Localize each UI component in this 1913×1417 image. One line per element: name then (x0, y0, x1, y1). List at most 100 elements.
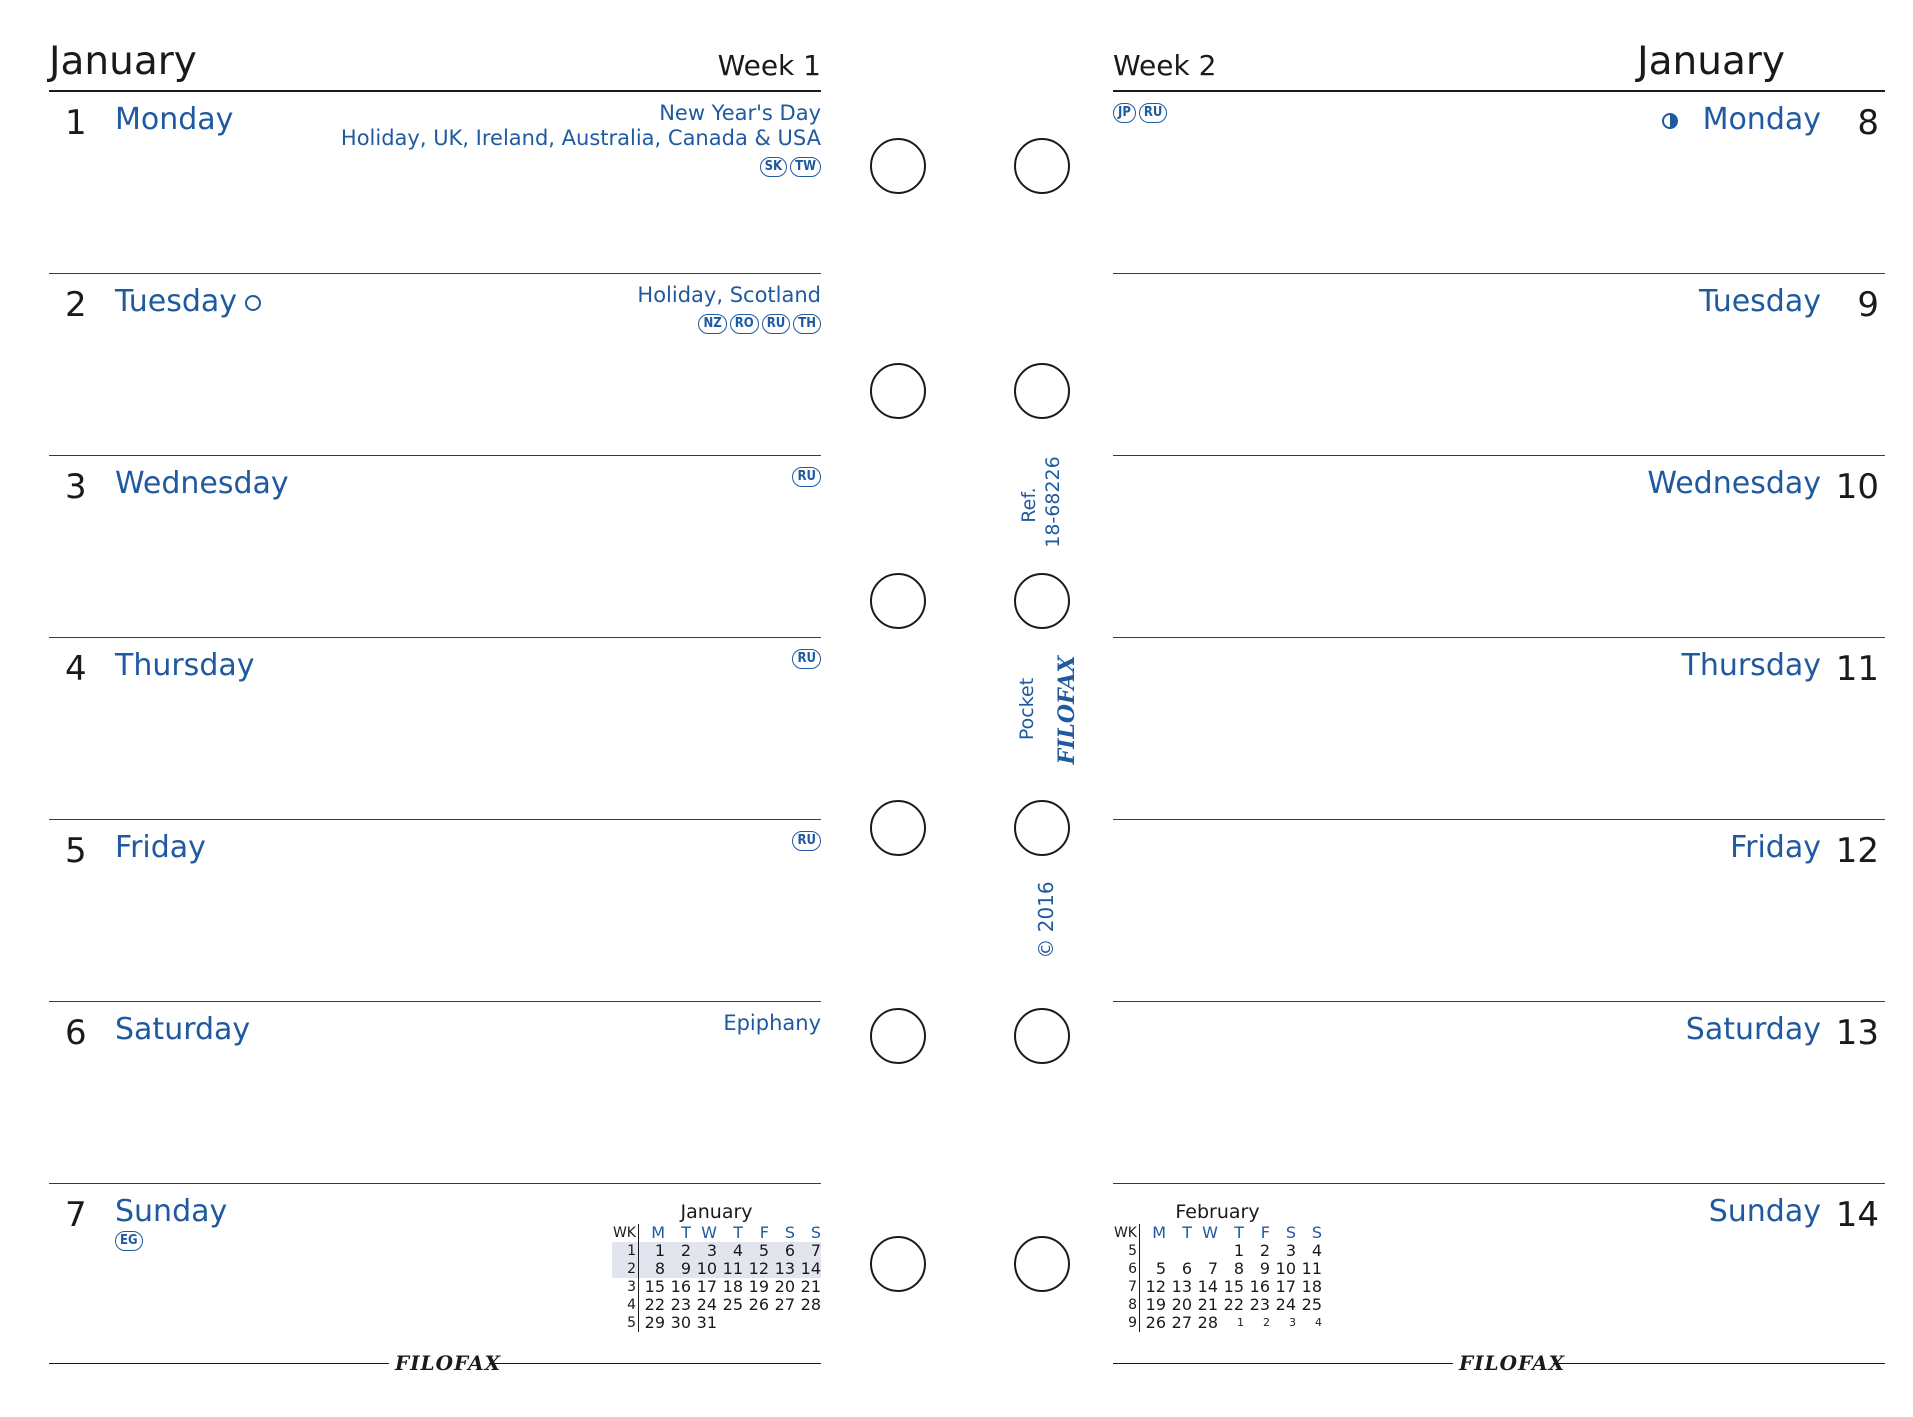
day-row[interactable]: 13 Saturday (1113, 1001, 1885, 1184)
day-row[interactable]: 9 Tuesday (1113, 273, 1885, 456)
ring-hole (1014, 573, 1070, 629)
country-badges: SK TW (759, 157, 821, 177)
calendar-date: 27 (774, 1295, 795, 1314)
full-moon-icon (245, 295, 261, 311)
ring-hole (1014, 363, 1070, 419)
mini-calendar-row: 9 26 27 28 1 2 3 4 (1113, 1314, 1322, 1332)
calendar-date (769, 1314, 795, 1332)
country-badge: TH (793, 314, 821, 334)
calendar-date: 14 (795, 1260, 821, 1278)
calendar-date: 8 (638, 1260, 665, 1278)
weekday-header: T (733, 1223, 743, 1242)
day-row[interactable]: 12 Friday (1113, 819, 1885, 1002)
calendar-date: 18 (1301, 1277, 1322, 1296)
ring-hole (1014, 1236, 1070, 1292)
footer-rule (1113, 1363, 1453, 1364)
week-title: Week 1 (717, 49, 821, 82)
calendar-date: 23 (1249, 1295, 1270, 1314)
spine-size-label: Pocket (1016, 677, 1038, 741)
country-badge: NZ (698, 314, 727, 334)
calendar-date: 20 (774, 1277, 795, 1296)
calendar-date: 21 (800, 1277, 821, 1296)
calendar-date: 17 (696, 1277, 717, 1296)
week-title: Week 2 (1113, 49, 1217, 82)
day-name: Saturday (1685, 1012, 1821, 1047)
calendar-date: 2 (1263, 1316, 1270, 1329)
calendar-date: 8 (1233, 1259, 1244, 1278)
right-footer: FILOFAX (1113, 1351, 1885, 1375)
calendar-date: 21 (1197, 1295, 1218, 1314)
calendar-date: 5 (1155, 1259, 1166, 1278)
day-name: Tuesday (1698, 284, 1821, 319)
calendar-date: 12 (743, 1260, 769, 1278)
weekday-header: F (1260, 1223, 1270, 1242)
mini-calendar-row: 2 8 9 10 11 12 13 14 (612, 1260, 821, 1278)
calendar-date: 15 (644, 1277, 665, 1296)
footer-rule (489, 1363, 821, 1364)
calendar-date: 10 (1275, 1259, 1296, 1278)
day-number: 12 (1835, 831, 1879, 871)
ring-hole (870, 573, 926, 629)
day-row[interactable]: 2 Tuesday Holiday, Scotland NZ RO RU TH (49, 273, 821, 456)
day-row[interactable]: 5 Friday RU (49, 819, 821, 1002)
calendar-date: 4 (1315, 1316, 1322, 1329)
calendar-date: 14 (1197, 1277, 1218, 1296)
mini-calendar-row: 6 5 6 7 8 9 10 11 (1113, 1260, 1322, 1278)
filofax-logo: FILOFAX (1459, 1351, 1566, 1375)
day-row[interactable]: 10 Wednesday (1113, 455, 1885, 638)
calendar-date: 1 (638, 1242, 665, 1260)
calendar-date (1192, 1242, 1218, 1260)
right-page: Week 2 January 8 Monday JP RU 9 Tuesday 10 Wedn… (1113, 0, 1885, 1417)
day-name: Sunday (1708, 1194, 1821, 1229)
calendar-date: 26 (1145, 1313, 1166, 1332)
weekday-header: S (1285, 1223, 1296, 1242)
day-number: 4 (65, 649, 87, 689)
right-page-header: Week 2 January (1113, 38, 1885, 92)
day-row[interactable]: 3 Wednesday RU (49, 455, 821, 638)
country-badges: JP RU (1113, 103, 1168, 123)
half-moon-icon (1662, 113, 1678, 129)
day-row[interactable]: 6 Saturday Epiphany (49, 1001, 821, 1184)
country-badge: RO (729, 314, 759, 334)
mini-calendar-january: January WK M T W T F S S 1 1 2 3 4 5 6 7 2 8 9 10 11 12 13 14 3 1… (612, 1201, 821, 1332)
footer-rule (49, 1363, 389, 1364)
week-number: 7 (1113, 1278, 1140, 1296)
calendar-date: 5 (743, 1242, 769, 1260)
calendar-date: 25 (1301, 1295, 1322, 1314)
day-row[interactable]: 8 Monday JP RU (1113, 91, 1885, 274)
calendar-date: 27 (1171, 1313, 1192, 1332)
calendar-date: 13 (1171, 1277, 1192, 1296)
day-name: Thursday (1681, 648, 1822, 683)
week-number: 1 (612, 1242, 639, 1260)
week-number: 5 (612, 1314, 639, 1332)
day-row[interactable]: 1 Monday New Year's Day Holiday, UK, Irelan… (49, 91, 821, 274)
holiday-line: Epiphany (723, 1011, 821, 1035)
calendar-date: 3 (1289, 1316, 1296, 1329)
ring-hole (870, 138, 926, 194)
day-name: Wednesday (1647, 466, 1821, 501)
week-number-header: WK (1113, 1224, 1140, 1242)
day-row[interactable]: 11 Thursday (1113, 637, 1885, 820)
day-number: 10 (1835, 467, 1879, 507)
mini-calendar-february: February WK M T W T F S S 5 1 2 3 4 6 5 6 7 8 9 10 11 7 12 13 14… (1113, 1201, 1322, 1332)
month-title: January (1637, 39, 1785, 84)
calendar-date (1140, 1242, 1167, 1260)
calendar-date: 10 (691, 1260, 717, 1278)
day-name: Thursday (115, 648, 255, 683)
day-row[interactable]: 7 Sunday EG (49, 1183, 821, 1365)
day-row[interactable]: 4 Thursday RU (49, 637, 821, 820)
mini-calendar-caption: February (1175, 1201, 1260, 1223)
day-row[interactable]: 14 Sunday (1113, 1183, 1885, 1365)
calendar-date: 19 (1145, 1295, 1166, 1314)
mini-calendar-row: 7 12 13 14 15 16 17 18 (1113, 1278, 1322, 1296)
calendar-date: 31 (696, 1313, 717, 1332)
month-title: January (49, 39, 197, 84)
week-number: 2 (612, 1260, 639, 1278)
country-badge: RU (792, 467, 821, 487)
mini-calendar-row: 8 19 20 21 22 23 24 25 (1113, 1296, 1322, 1314)
mini-calendar-header-row: WK M T W T F S S (612, 1224, 821, 1242)
weekday-header: S (810, 1223, 821, 1242)
country-badge: SK (759, 157, 788, 177)
